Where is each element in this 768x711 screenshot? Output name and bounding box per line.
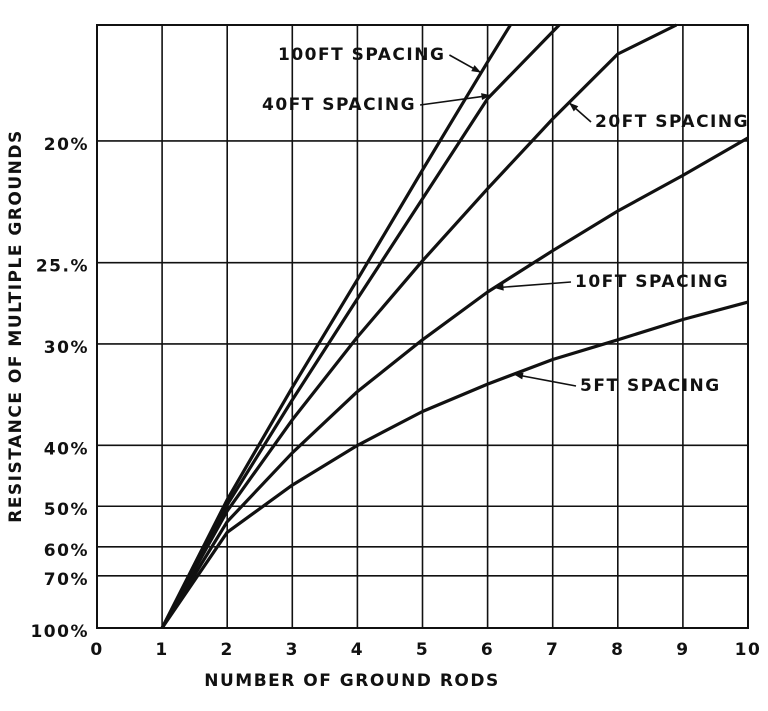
x-tick-label: 2 <box>221 640 234 660</box>
y-tick-label: 50% <box>44 500 89 520</box>
arrow-head <box>481 93 491 100</box>
series-label: 20FT SPACING <box>595 112 749 132</box>
series-line <box>160 24 512 629</box>
series-label: 5FT SPACING <box>580 376 721 396</box>
x-tick-label: 0 <box>90 640 103 660</box>
y-axis-label: RESISTANCE OF MULTIPLE GROUNDS <box>6 129 26 523</box>
x-tick-label: 4 <box>351 640 364 660</box>
y-tick-label: 25.% <box>36 257 89 277</box>
arrow-head <box>568 102 579 112</box>
y-tick-label: 70% <box>44 570 89 590</box>
label-arrow <box>513 373 577 387</box>
y-tick-label: 60% <box>44 541 89 561</box>
label-arrow <box>494 281 572 289</box>
y-tick-label: 40% <box>44 439 89 459</box>
arrow-head <box>513 372 524 380</box>
series-line <box>160 300 749 629</box>
y-tick-label: 20% <box>44 135 89 155</box>
x-tick-label: 10 <box>735 640 762 660</box>
x-tick-label: 1 <box>155 640 168 660</box>
arrow-head <box>494 283 504 291</box>
x-tick-label: 7 <box>546 640 559 660</box>
series-line <box>160 23 678 629</box>
series-line <box>160 136 749 629</box>
x-tick-label: 5 <box>416 640 429 660</box>
label-arrow <box>419 94 491 106</box>
x-tick-label: 3 <box>286 640 299 660</box>
arrow-head <box>471 65 482 73</box>
series-label: 40FT SPACING <box>262 95 416 115</box>
x-tick-label: 6 <box>481 640 494 660</box>
series-label: 100FT SPACING <box>278 45 445 65</box>
y-tick-label: 30% <box>44 338 89 358</box>
y-tick-label: 100% <box>30 622 89 642</box>
x-tick-label: 9 <box>676 640 689 660</box>
x-tick-label: 8 <box>611 640 624 660</box>
series-label: 10FT SPACING <box>575 272 729 292</box>
x-axis-label: NUMBER OF GROUND RODS <box>204 671 499 691</box>
series-line <box>160 23 561 629</box>
